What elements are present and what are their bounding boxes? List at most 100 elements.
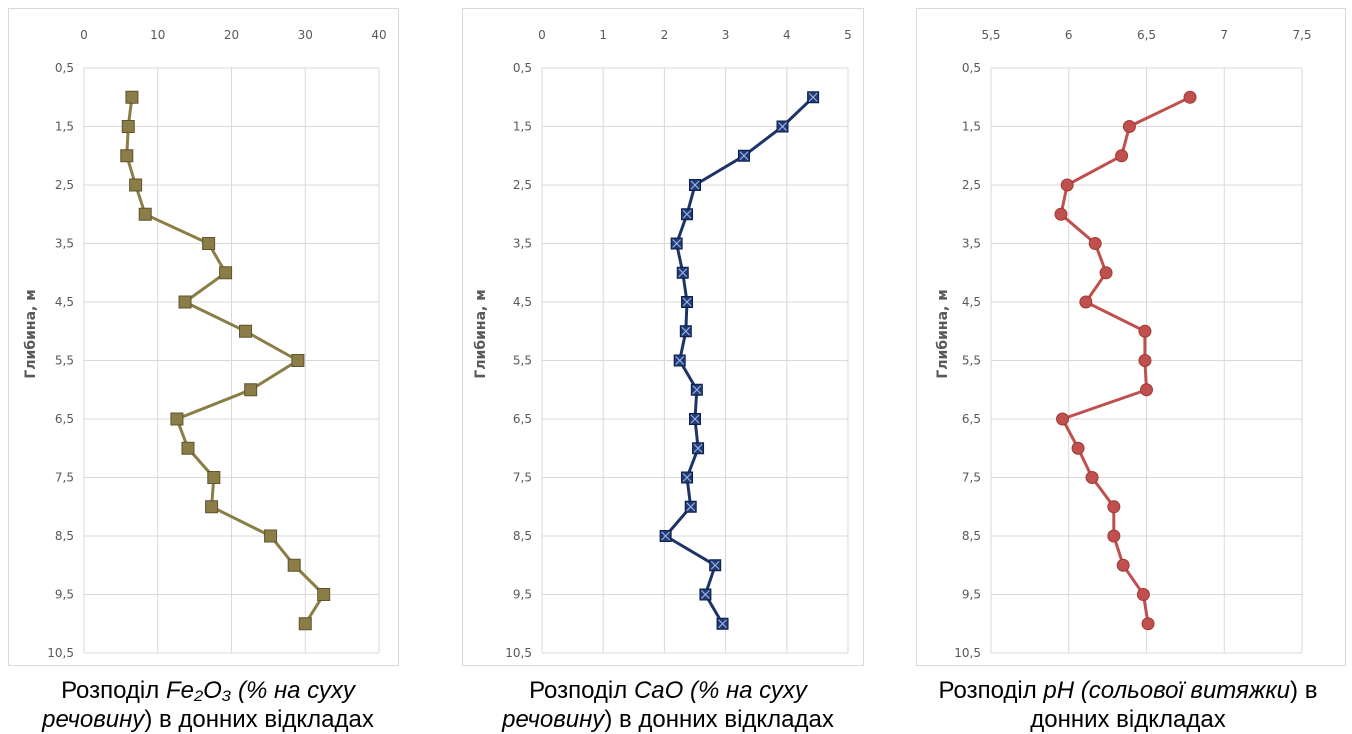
caption-cao: Розподіл CaO (% на суху речовину) в донн…	[478, 676, 858, 734]
chart-fe2o3: 0 10 20 30 40 0,5 1,5 2,5 3,5 4,5 5,5 6,5 7,5 8,5 9,5 1…	[23, 28, 387, 660]
caption-prefix: Розподіл	[529, 677, 634, 704]
y-tick-label: 4,5	[55, 295, 74, 309]
x-tick-label: 7,5	[1292, 28, 1311, 42]
data-point	[679, 325, 692, 338]
data-point	[709, 559, 722, 572]
y-tick-label: 4,5	[962, 295, 981, 309]
data-point	[684, 500, 697, 513]
data-point	[673, 354, 686, 367]
y-tick-label: 4,5	[513, 295, 532, 309]
data-point	[202, 237, 216, 250]
data-point	[125, 90, 139, 104]
data-point	[1140, 383, 1153, 397]
data-point	[1071, 441, 1085, 455]
y-tick-label: 8,5	[55, 529, 74, 543]
data-point	[287, 558, 301, 572]
y-tick-label: 10,5	[47, 646, 74, 660]
x-tick-label: 4	[783, 28, 791, 42]
y-tick-label: 2,5	[962, 178, 981, 192]
caption-prefix: Розподіл	[938, 677, 1044, 704]
x-tick-label: 0	[538, 28, 546, 42]
data-point	[1183, 90, 1197, 104]
data-point	[120, 149, 134, 163]
data-point	[121, 120, 135, 133]
data-point	[317, 588, 331, 601]
y-tick-label: 2,5	[55, 178, 74, 192]
data-point	[1085, 471, 1099, 484]
caption-suffix: ) в донних відкладах	[604, 706, 834, 733]
data-point	[170, 412, 184, 426]
data-point	[205, 500, 219, 514]
x-tick-label: 3	[722, 28, 730, 42]
y-tick-label: 1,5	[55, 120, 74, 134]
data-point	[298, 617, 312, 631]
y-tick-label: 7,5	[513, 471, 532, 485]
data-point	[681, 208, 694, 221]
data-point	[690, 383, 703, 396]
y-tick-label: 8,5	[962, 529, 981, 543]
data-point	[659, 530, 672, 542]
x-tick-label: 7	[1220, 28, 1228, 42]
data-point	[1136, 588, 1150, 601]
x-tick-label: 1	[599, 28, 607, 42]
data-point	[676, 266, 689, 279]
data-point	[1138, 354, 1152, 367]
y-tick-label: 10,5	[505, 646, 532, 660]
y-tick-label: 9,5	[55, 588, 74, 602]
y-tick-label: 7,5	[962, 471, 981, 485]
x-tick-label: 40	[371, 28, 386, 42]
data-point	[1088, 237, 1102, 250]
data-point	[1116, 558, 1130, 572]
y-tick-label: 5,5	[513, 354, 532, 368]
chart-panel-ph: 5,5 6 6,5 7 7,5 0,5 1,5 2,5 3,5 4,5 5,5 6,5 7,5 8,5 9,…	[916, 8, 1346, 666]
y-tick-label: 5,5	[962, 354, 981, 368]
caption-suffix: ) в донних відкладах	[1030, 677, 1318, 733]
x-tick-label: 10	[150, 28, 165, 42]
caption-italic: pH (сольової витяжки	[1043, 677, 1291, 704]
y-tick-label: 0,5	[513, 61, 532, 75]
data-point	[1054, 207, 1068, 221]
y-tick-label: 9,5	[962, 588, 981, 602]
x-tick-label: 6,5	[1137, 28, 1156, 42]
data-point	[699, 588, 712, 601]
chart-panel-cao: 0 1 2 3 4 5 0,5 1,5 2,5 3,5 4,5 5,5 6,5 7,5 8,5 9,5 10,5…	[462, 8, 864, 666]
data-point	[1138, 324, 1152, 338]
data-point	[219, 266, 233, 280]
y-axis-label: Глибина, м	[23, 289, 39, 378]
x-tick-label: 30	[298, 28, 313, 42]
y-tick-label: 7,5	[55, 471, 74, 485]
data-point	[291, 354, 305, 367]
data-point	[689, 179, 701, 191]
data-point	[1141, 617, 1155, 631]
data-point	[716, 617, 729, 630]
caption-italic: CaO (% на суху речовину	[502, 677, 807, 733]
y-tick-label: 6,5	[513, 412, 532, 426]
x-tick-label: 2	[661, 28, 669, 42]
caption-suffix: ) в донних відкладах	[144, 706, 374, 733]
data-point	[681, 471, 694, 484]
caption-prefix: Розподіл	[61, 677, 166, 704]
data-point	[129, 178, 143, 192]
data-point	[1099, 266, 1113, 280]
x-tick-label: 0	[80, 28, 88, 42]
caption-italic: Fe₂O₃ (% на суху речовину	[42, 677, 355, 733]
data-point	[181, 441, 195, 455]
data-point	[264, 529, 278, 543]
y-tick-label: 1,5	[513, 120, 532, 134]
y-tick-label: 3,5	[513, 237, 532, 251]
data-point	[681, 296, 694, 308]
y-tick-label: 3,5	[962, 237, 981, 251]
y-tick-label: 3,5	[55, 237, 74, 251]
data-point	[1107, 529, 1121, 543]
chart-panel-fe2o3: 0 10 20 30 40 0,5 1,5 2,5 3,5 4,5 5,5 6,5 7,5 8,5 9,5 1…	[8, 8, 399, 666]
data-point	[1060, 178, 1074, 192]
y-tick-label: 8,5	[513, 529, 532, 543]
caption-fe2o3: Розподіл Fe₂O₃ (% на суху речовину) в до…	[18, 676, 398, 734]
data-point	[138, 207, 152, 221]
data-point	[692, 442, 705, 455]
data-point	[1115, 149, 1129, 163]
y-tick-label: 9,5	[513, 588, 532, 602]
y-tick-label: 0,5	[962, 61, 981, 75]
data-point	[776, 120, 789, 133]
data-point	[1122, 120, 1136, 133]
